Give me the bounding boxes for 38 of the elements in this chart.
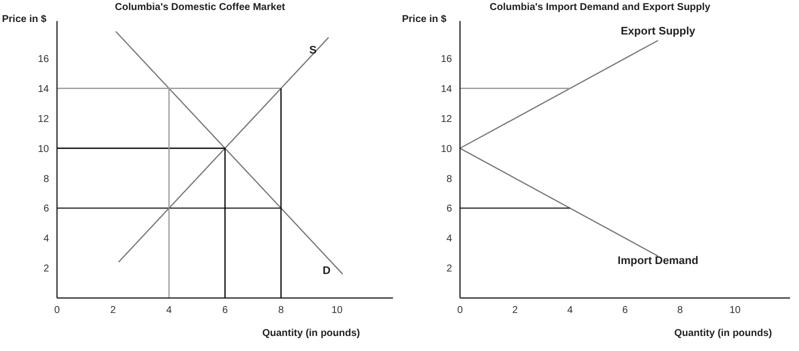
x-tick-label: 4 [567,305,574,316]
x-tick-label: 0 [457,305,464,316]
x-tick-label: 8 [278,305,284,316]
y-tick-label: 14 [38,84,50,95]
y-tick-label: 16 [440,54,452,65]
y-tick-label: 14 [440,84,452,95]
y-tick-label: 12 [38,114,50,125]
y-tick-label: 2 [446,264,452,275]
y-tick-label: 2 [43,264,50,275]
y-tick-label: 16 [38,54,50,65]
x-tick-label: 6 [622,305,628,316]
y-tick-label: 6 [43,204,50,215]
y-tick-label: 4 [43,234,50,245]
series-label: Import Demand [618,255,698,268]
series-label: D [322,265,331,278]
x-tick-label: 2 [512,305,518,316]
x-tick-label: 6 [222,305,228,316]
y-axis-title: Price in $ [2,14,46,25]
x-tick-label: 4 [166,305,172,316]
y-tick-label: 12 [440,114,452,125]
x-tick-label: 2 [110,305,116,316]
chart-title: Columbia's Domestic Coffee Market [114,2,286,13]
series-label: Export Supply [620,25,696,38]
y-tick-label: 8 [446,174,452,185]
y-tick-label: 6 [446,204,452,215]
x-axis-title: Quantity (in pounds) [674,328,772,339]
x-tick-label: 10 [331,305,343,316]
x-axis-title: Quantity (in pounds) [262,328,360,339]
y-tick-label: 8 [43,174,50,185]
x-tick-label: 0 [54,305,60,316]
y-tick-label: 4 [446,234,452,245]
y-axis-title: Price in $ [402,14,446,25]
x-tick-label: 10 [729,305,741,316]
series-label: S [309,44,317,56]
y-tick-label: 10 [440,144,452,155]
chart-title: Columbia's Import Demand and Export Supply [488,2,712,13]
y-tick-label: 10 [38,144,50,155]
x-tick-label: 8 [677,305,684,316]
